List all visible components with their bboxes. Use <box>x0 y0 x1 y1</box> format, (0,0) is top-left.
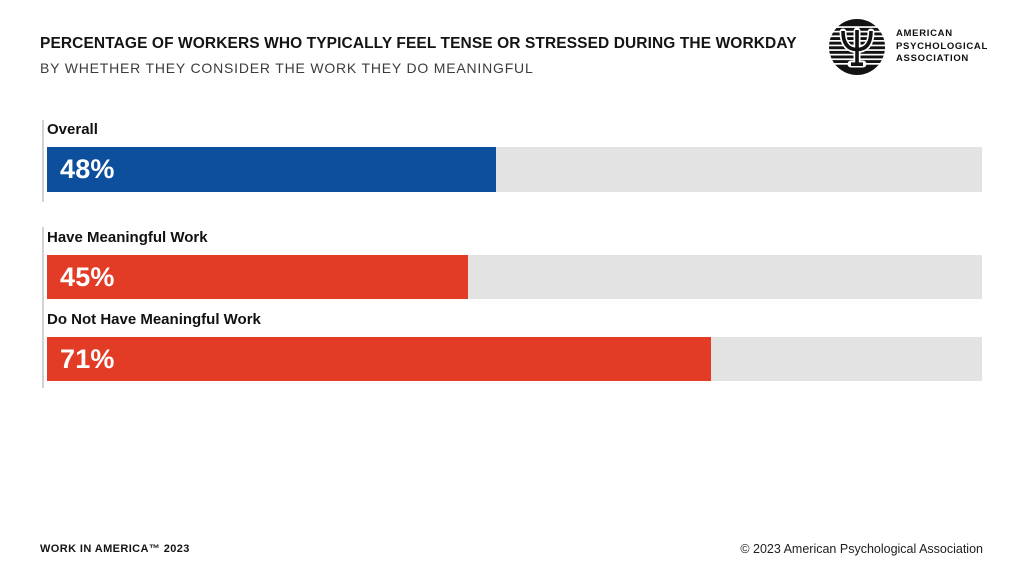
bar-value-do-not-have-meaningful-work: 71% <box>60 343 115 374</box>
bar-row-do-not-have-meaningful-work: Do Not Have Meaningful Work 71% <box>47 311 982 381</box>
footer-source-label: WORK IN AMERICA™ 2023 <box>40 543 190 555</box>
bar-track: 71% <box>47 337 982 381</box>
bar-label-do-not-have-meaningful-work: Do Not Have Meaningful Work <box>47 311 261 328</box>
apa-psi-logo-icon <box>829 19 885 75</box>
bar-label-have-meaningful-work: Have Meaningful Work <box>47 229 208 246</box>
bar-track: 45% <box>47 255 982 299</box>
bar-fill-have-meaningful-work: 45% <box>47 255 468 299</box>
apa-logo-line3: ASSOCIATION <box>896 53 969 65</box>
bar-value-overall: 48% <box>60 154 115 184</box>
axis-line-overall-group <box>42 120 44 202</box>
footer-copyright: © 2023 American Psychological Associatio… <box>740 542 983 556</box>
bar-fill-do-not-have-meaningful-work: 71% <box>47 337 711 381</box>
chart-subtitle: BY WHETHER THEY CONSIDER THE WORK THEY D… <box>40 60 534 76</box>
bar-row-have-meaningful-work: Have Meaningful Work 45% <box>47 229 982 299</box>
chart-title: PERCENTAGE OF WORKERS WHO TYPICALLY FEEL… <box>40 35 797 52</box>
bar-label-overall: Overall <box>47 121 98 138</box>
bar-value-have-meaningful-work: 45% <box>60 261 115 292</box>
apa-logo-line2: PSYCHOLOGICAL <box>896 40 988 52</box>
bar-row-overall: Overall 48% <box>47 121 982 192</box>
axis-line-meaningful-group <box>42 227 44 388</box>
apa-logo-wordmark: AMERICAN PSYCHOLOGICAL ASSOCIATION <box>896 28 988 66</box>
bar-fill-overall: 48% <box>47 147 496 192</box>
apa-logo-line1: AMERICAN <box>896 28 953 40</box>
bar-track: 48% <box>47 147 982 192</box>
apa-logo: AMERICAN PSYCHOLOGICAL ASSOCIATION <box>828 18 988 76</box>
